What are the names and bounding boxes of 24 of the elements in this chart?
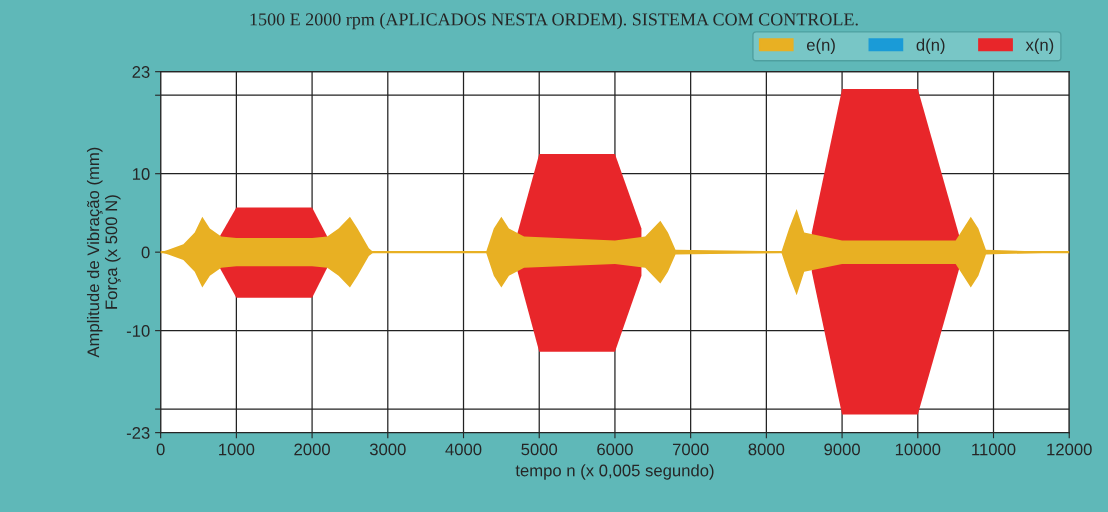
x-tick-label: 6000 (597, 443, 633, 456)
y-tick-label: 10 (132, 168, 150, 180)
y-tick-label: 23 (132, 66, 150, 78)
x-tick-label: 3000 (369, 443, 406, 456)
x-tick-label: 2000 (294, 443, 330, 456)
x-tick-label: 12000 (1047, 443, 1092, 456)
y-tick-label: 0 (141, 246, 150, 259)
y-tick-label: -23 (126, 427, 150, 439)
legend-label: x(n) (1025, 38, 1054, 55)
x-tick-label: 10000 (895, 443, 941, 456)
x-tick-label: 8000 (748, 443, 785, 456)
x-tick-label: 0 (156, 443, 165, 456)
x-tick-label: 11000 (972, 443, 1016, 456)
x-tick-label: 1000 (219, 443, 255, 456)
x-tick-label: 5000 (521, 443, 558, 456)
legend-label: e(n) (806, 38, 835, 55)
x-tick-label: 9000 (824, 443, 860, 456)
x-axis-title: tempo n (x 0,005 segundo) (515, 464, 714, 480)
y-tick-label: -10 (126, 325, 150, 337)
legend-label: d(n) (916, 38, 945, 55)
chart-title: 1500 E 2000 rpm (APLICADOS NESTA ORDEM). SISTEMA COM CONTROLE. (250, 12, 858, 30)
y-axis-title: Amplitude de Vibração (mm) Força (x 500 N) (86, 147, 121, 358)
x-tick-label: 4000 (445, 443, 482, 456)
x-tick-label: 7000 (672, 443, 709, 456)
